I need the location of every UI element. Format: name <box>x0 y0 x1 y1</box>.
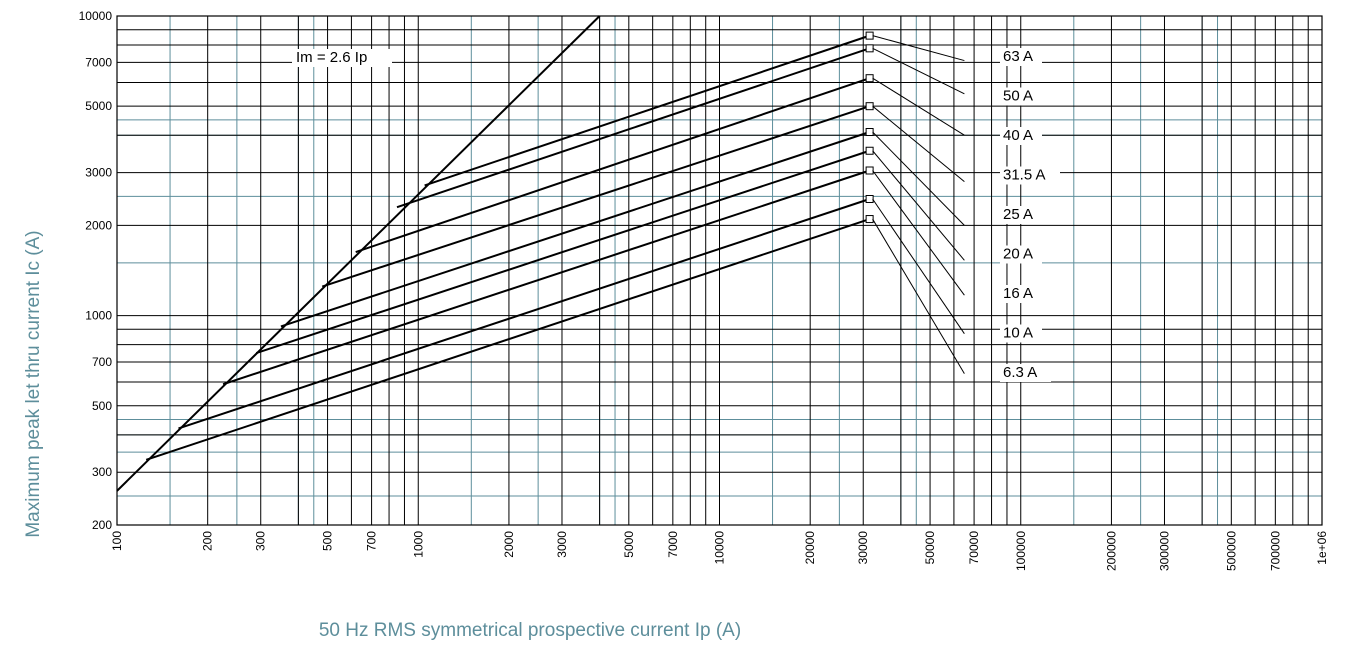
x-tick-label: 5000 <box>622 531 636 558</box>
x-tick-label: 200 <box>201 531 215 551</box>
y-tick-label: 10000 <box>79 9 113 23</box>
series-label-bg <box>1000 87 1042 106</box>
x-tick-label: 30000 <box>856 531 870 565</box>
y-tick-label: 200 <box>92 518 112 532</box>
series-leader-line <box>872 218 965 374</box>
x-tick-label: 200000 <box>1104 531 1118 571</box>
series-label-bg <box>1000 166 1060 185</box>
series-leader-line <box>872 47 965 95</box>
reference-label-bg <box>292 49 392 67</box>
series-label-bg <box>1000 206 1042 224</box>
y-tick-label: 300 <box>92 465 112 479</box>
plot-frame <box>116 15 1323 526</box>
x-tick-label: 2000 <box>502 531 516 558</box>
series-leader-line <box>872 105 965 183</box>
series-end-marker <box>865 166 874 175</box>
series-label: 31.5 A <box>1003 167 1046 184</box>
y-tick-label: 2000 <box>85 218 112 232</box>
x-tick-label: 100000 <box>1014 531 1028 571</box>
x-tick-label: 1000 <box>411 531 425 558</box>
x-tick-label: 300000 <box>1157 531 1171 571</box>
y-tick-label: 7000 <box>85 55 112 69</box>
series-line-31-5-A <box>321 105 870 288</box>
series-label: 25 A <box>1003 206 1033 223</box>
reference-line <box>116 15 601 492</box>
series-end-marker <box>865 44 874 53</box>
series-leader-line <box>872 170 965 296</box>
x-tick-label: 500000 <box>1224 531 1238 571</box>
x-tick-label: 700000 <box>1268 531 1282 571</box>
y-tick-label: 3000 <box>85 166 112 180</box>
x-tick-label: 500 <box>321 531 335 551</box>
x-tick-label: 100 <box>110 531 124 551</box>
curve-layer <box>116 15 965 492</box>
series-leader-line <box>872 35 965 62</box>
x-tick-label: 7000 <box>666 531 680 558</box>
series-label-bg <box>1000 127 1042 145</box>
series-line-50-A <box>396 47 870 209</box>
x-tick-label: 70000 <box>967 531 981 565</box>
series-line-40-A <box>355 77 870 253</box>
series-line-16-A <box>222 169 870 386</box>
label-layer: 200 300 500 700 1000 2000 3000 5000 7000 10000 100… <box>79 9 1329 571</box>
reference-label: Im = 2.6 Ip <box>296 49 367 66</box>
y-tick-label: 1000 <box>85 309 112 323</box>
series-end-marker <box>865 195 874 204</box>
series-line-10-A <box>178 198 870 430</box>
series-line-6-3-A <box>145 218 870 461</box>
series-label: 6.3 A <box>1003 364 1037 381</box>
series-label: 10 A <box>1003 325 1033 342</box>
y-axis-title: Maximum peak let thru current Ic (A) <box>23 230 44 538</box>
x-tick-label: 300 <box>254 531 268 551</box>
x-tick-label: 700 <box>365 531 379 551</box>
series-line-63-A <box>424 34 870 187</box>
series-label-bg <box>1000 48 1042 66</box>
x-tick-label: 50000 <box>923 531 937 565</box>
series-end-marker <box>865 215 874 224</box>
series-leader-line <box>872 198 965 334</box>
x-tick-label: 10000 <box>713 531 727 565</box>
series-leader-line <box>872 150 965 261</box>
series-end-marker <box>865 146 874 155</box>
y-tick-label: 700 <box>92 355 112 369</box>
series-label: 63 A <box>1003 48 1033 65</box>
series-label-bg <box>1000 245 1042 264</box>
series-label: 20 A <box>1003 246 1033 263</box>
series-label: 50 A <box>1003 88 1033 105</box>
series-line-20-A <box>255 149 870 354</box>
series-label-bg <box>1000 285 1042 303</box>
x-axis-title: 50 Hz RMS symmetrical prospective curren… <box>318 620 742 641</box>
series-end-marker <box>865 128 874 137</box>
grid-layer <box>116 15 1323 526</box>
y-tick-label: 500 <box>92 399 112 413</box>
series-line-25-A <box>280 131 870 328</box>
y-tick-label: 5000 <box>85 99 112 113</box>
series-label-bg <box>1000 364 1051 382</box>
x-tick-label: 3000 <box>555 531 569 558</box>
series-label: 40 A <box>1003 127 1033 144</box>
series-end-marker <box>865 31 874 40</box>
series-end-marker <box>865 74 874 83</box>
x-tick-label: 20000 <box>803 531 817 565</box>
series-leader-line <box>872 131 965 226</box>
series-label-bg <box>1000 324 1042 343</box>
series-end-marker <box>865 102 874 111</box>
series-label: 16 A <box>1003 285 1033 302</box>
x-tick-label: 1e+06 <box>1315 531 1329 565</box>
series-leader-line <box>872 77 965 136</box>
